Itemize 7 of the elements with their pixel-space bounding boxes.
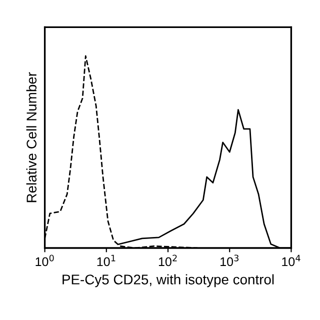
x-tick-label: 10$^{1}$ [97,254,116,266]
x-tick-label: 10$^{0}$ [36,254,54,266]
x-tick-label: 10$^{2}$ [158,254,177,266]
y-axis-title: Relative Cell Number [26,72,36,202]
x-tick-label: 10$^{4}$ [282,254,300,266]
x-axis-title: PE-Cy5 CD25, with isotype control [62,274,274,288]
x-tick-label: 10$^{3}$ [220,254,238,266]
